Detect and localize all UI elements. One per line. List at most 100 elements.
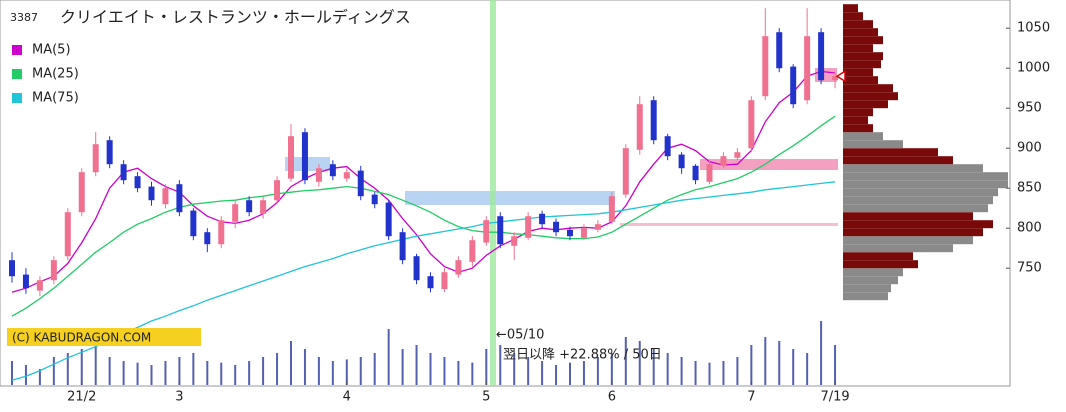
profile-bar — [843, 140, 903, 149]
candle-body — [399, 232, 406, 261]
volume-bar — [429, 353, 432, 385]
candle-body — [748, 100, 755, 149]
candle-body — [804, 36, 811, 101]
candle-body — [832, 76, 839, 81]
volume-bar — [178, 357, 181, 385]
x-tick-label: 7 — [747, 390, 755, 405]
volume-bar — [596, 357, 599, 385]
candle-body — [301, 132, 308, 181]
candle-body — [176, 184, 183, 213]
volume-bar — [513, 353, 516, 385]
volume-bar — [262, 357, 265, 385]
candle-body — [790, 66, 797, 105]
volume-bar — [485, 349, 488, 385]
volume-bar — [192, 353, 195, 385]
candle-body — [762, 36, 769, 97]
legend-swatch — [12, 69, 22, 79]
volume-bar — [331, 361, 334, 385]
volume-bar — [303, 349, 306, 385]
x-tick-label: 4 — [343, 390, 351, 405]
volume-bar — [471, 362, 474, 385]
volume-bar — [108, 357, 111, 385]
volume-bar — [834, 345, 837, 385]
profile-bar — [843, 4, 858, 13]
x-tick-label: 3 — [175, 390, 183, 405]
candle-body — [120, 164, 127, 181]
ma-line — [11, 70, 836, 293]
candle-body — [78, 172, 85, 213]
profile-bar — [843, 68, 873, 77]
candle-body — [650, 100, 657, 141]
marker-date: ←05/10 — [496, 328, 544, 343]
volume-bar — [694, 361, 697, 385]
volume-bar — [122, 361, 125, 385]
candle-body — [315, 168, 322, 182]
volume-bar — [820, 321, 823, 385]
candle-body — [218, 220, 225, 245]
current-marker — [835, 69, 846, 83]
volume-bar — [373, 353, 376, 385]
candle-body — [776, 32, 783, 69]
candle-body — [106, 140, 113, 165]
profile-bar — [843, 52, 883, 61]
y-tick-label: 950 — [1017, 101, 1042, 116]
candle-body — [608, 196, 615, 222]
profile-bar — [843, 92, 898, 101]
volume-bar — [345, 359, 348, 385]
volume-bar — [150, 365, 153, 385]
profile-bar — [843, 108, 873, 117]
profile-bar — [843, 156, 953, 165]
profile-bar — [843, 100, 888, 109]
profile-bar — [843, 28, 878, 37]
profile-bar — [843, 220, 993, 229]
x-tick-label: 5 — [482, 390, 490, 405]
profile-bar — [843, 132, 883, 141]
resistance-zone — [405, 191, 615, 205]
candle-body — [385, 202, 392, 237]
x-tick-label: 6 — [608, 390, 616, 405]
copyright: (C) KABUDRAGON.COM — [12, 331, 151, 345]
profile-bar — [843, 12, 863, 21]
volume-bar — [569, 362, 571, 385]
volume-bar — [527, 357, 530, 385]
candle-body — [622, 148, 629, 195]
profile-bar — [843, 60, 881, 69]
candle-body — [204, 232, 211, 245]
ma-line — [11, 115, 836, 317]
volume-bar — [555, 365, 558, 385]
candle-body — [580, 228, 587, 238]
support-zone — [620, 223, 838, 226]
volume-bar — [24, 365, 27, 385]
chart-title: クリイエイト・レストランツ・ホールディングス — [60, 8, 411, 27]
y-tick-label: 800 — [1017, 221, 1042, 236]
profile-bar — [843, 84, 893, 93]
volume-bar — [234, 365, 237, 385]
candle-body — [92, 144, 99, 173]
candle-body — [664, 136, 671, 157]
volume-bar — [806, 353, 809, 385]
support-zone — [700, 159, 838, 170]
y-tick-label: 750 — [1017, 261, 1042, 276]
candle-body — [288, 136, 294, 179]
candle-body — [539, 213, 546, 225]
candle-body — [720, 156, 727, 166]
candle-body — [22, 274, 29, 289]
candle-body — [190, 210, 197, 237]
volume-bar — [276, 353, 279, 385]
volume-bar — [499, 345, 502, 385]
volume-bar — [652, 349, 655, 385]
profile-bar — [843, 196, 993, 205]
candle-body — [594, 224, 601, 230]
candle-body — [818, 32, 825, 81]
volume-bar — [11, 361, 13, 385]
volume-bar — [206, 361, 209, 385]
candle-body — [134, 176, 141, 189]
profile-bar — [843, 212, 973, 221]
volume-bar — [52, 357, 55, 385]
volume-bar — [736, 357, 739, 385]
volume-bar — [457, 361, 460, 385]
volume-bar — [582, 361, 585, 385]
profile-bar — [843, 36, 883, 45]
candle-body — [678, 154, 685, 169]
volume-bar — [624, 337, 627, 385]
